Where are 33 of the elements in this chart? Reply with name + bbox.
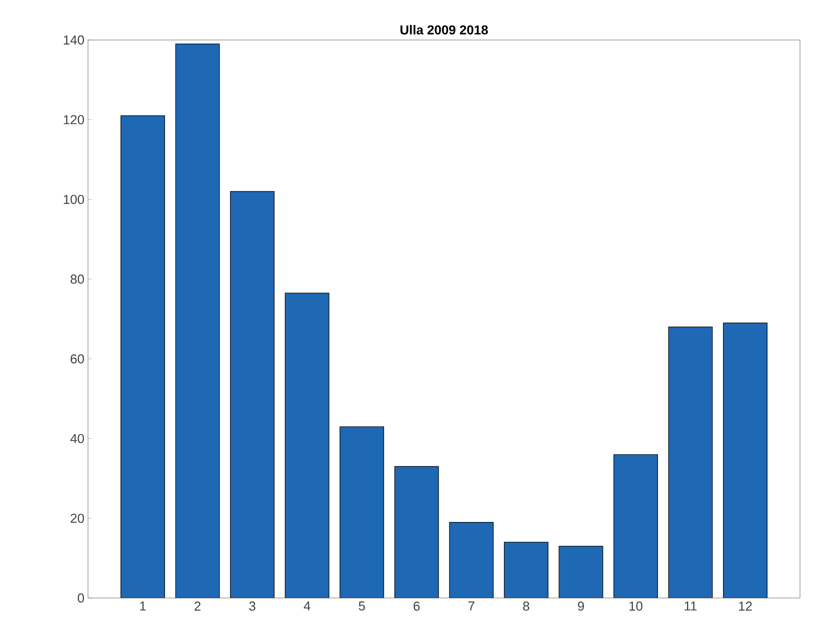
y-tick-label: 60 (70, 354, 84, 364)
bar (176, 44, 220, 598)
bar (614, 454, 658, 598)
bar (559, 546, 603, 598)
bar (120, 116, 165, 598)
x-tick-label: 6 (414, 602, 420, 611)
bar (449, 522, 494, 598)
bar (394, 466, 439, 598)
x-tick-label: 12 (739, 602, 752, 611)
bar (668, 326, 712, 598)
y-tick-label: 120 (64, 115, 84, 124)
x-tick-label: 11 (684, 602, 697, 610)
x-tick-label: 5 (358, 602, 365, 611)
y-tick-label: 80 (70, 274, 84, 284)
bar (504, 542, 548, 598)
y-tick-label: 40 (70, 434, 84, 444)
x-tick-label: 1 (140, 602, 146, 610)
y-tick-label: 140 (64, 35, 84, 45)
y-tick-label: 0 (78, 593, 84, 603)
x-tick-label: 10 (629, 602, 642, 611)
bar (340, 426, 384, 598)
bar (285, 293, 329, 598)
x-tick-label: 9 (578, 602, 584, 611)
bar (723, 322, 768, 598)
chart-title: Ulla 2009 2018 (400, 24, 488, 34)
y-tick-label: 100 (64, 194, 84, 204)
x-tick-label: 4 (304, 602, 310, 610)
x-tick-label: 8 (523, 602, 530, 611)
bar (230, 191, 274, 598)
x-tick-label: 7 (468, 602, 474, 610)
x-tick-label: 3 (249, 602, 256, 611)
y-tick-label: 20 (70, 514, 84, 523)
x-tick-label: 2 (194, 602, 200, 611)
